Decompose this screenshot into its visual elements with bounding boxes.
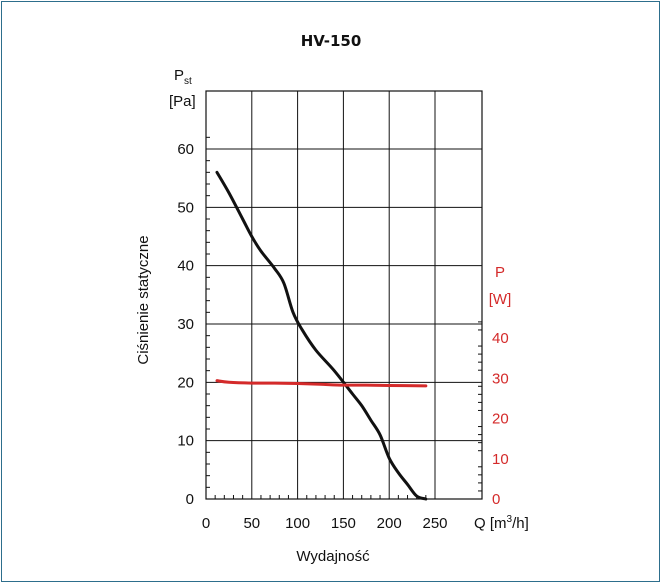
y-unit-label-line2: [Pa]: [169, 93, 196, 110]
y-tick-label: 40: [177, 258, 194, 275]
x-unit-label: Q [m3/h]: [474, 514, 529, 532]
y-tick-label: 50: [177, 199, 194, 216]
chart-title: HV-150: [301, 32, 362, 50]
y-tick-label: 0: [186, 491, 194, 508]
y-unit-label: Pst: [174, 67, 192, 87]
power-curve: [215, 379, 428, 388]
y2-tick-label: 0: [492, 491, 500, 508]
x-tick-labels: 0 50 100 150 200 250: [202, 515, 448, 532]
y-tick-labels: 0 10 20 30 40 50 60: [177, 141, 194, 508]
x-tick-label: 0: [202, 515, 210, 532]
x-tick-label: 200: [377, 515, 402, 532]
y2-tick-label: 30: [492, 370, 509, 387]
y-tick-label: 10: [177, 433, 194, 450]
grid: [206, 91, 482, 499]
plot-border: [205, 90, 483, 500]
x-axis-title: Wydajność: [296, 548, 370, 565]
y2-unit-label: P: [495, 264, 505, 281]
y2-unit-label-line2: [W]: [489, 291, 512, 308]
y-tick-label: 30: [177, 316, 194, 333]
series-layer: [215, 170, 428, 501]
x-tick-label: 150: [331, 515, 356, 532]
minor-ticks: [206, 136, 482, 499]
x-tick-label: 50: [243, 515, 260, 532]
y2-tick-labels: 0 10 20 30 40: [492, 330, 509, 508]
y-axis-title: Ciśnienie statyczne: [135, 235, 152, 364]
y2-tick-label: 40: [492, 330, 509, 347]
x-tick-label: 100: [285, 515, 310, 532]
x-tick-label: 250: [422, 515, 447, 532]
y2-tick-label: 10: [492, 451, 509, 468]
pressure-curve: [215, 170, 428, 501]
y-tick-label: 60: [177, 141, 194, 158]
y-tick-label: 20: [177, 374, 194, 391]
y2-tick-label: 20: [492, 411, 509, 428]
